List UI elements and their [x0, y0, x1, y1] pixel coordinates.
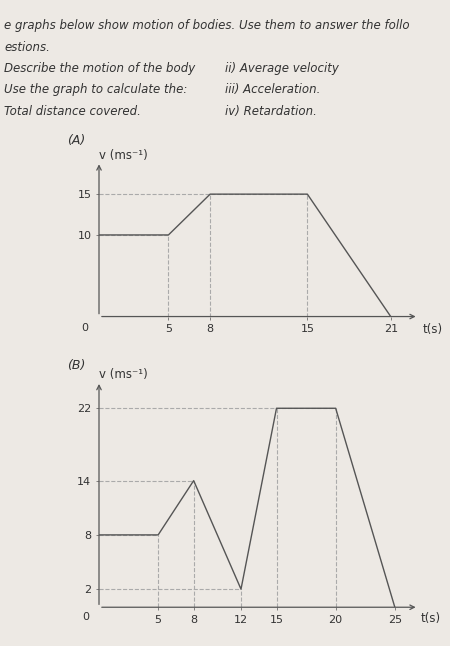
Text: t(s): t(s) — [421, 612, 441, 625]
Text: estions.: estions. — [4, 41, 50, 54]
Text: (A): (A) — [67, 134, 86, 147]
Text: Total distance covered.: Total distance covered. — [4, 105, 141, 118]
Text: iv) Retardation.: iv) Retardation. — [225, 105, 317, 118]
Text: v (ms⁻¹): v (ms⁻¹) — [99, 368, 148, 381]
Text: iii) Acceleration.: iii) Acceleration. — [225, 83, 320, 96]
Text: 0: 0 — [82, 612, 90, 621]
Text: ii) Average velocity: ii) Average velocity — [225, 62, 339, 75]
Text: t(s): t(s) — [423, 323, 443, 336]
Text: Use the graph to calculate the:: Use the graph to calculate the: — [4, 83, 188, 96]
Text: 0: 0 — [81, 323, 88, 333]
Text: (B): (B) — [67, 359, 86, 371]
Text: v (ms⁻¹): v (ms⁻¹) — [99, 149, 148, 162]
Text: Describe the motion of the body: Describe the motion of the body — [4, 62, 196, 75]
Text: e graphs below show motion of bodies. Use them to answer the follo: e graphs below show motion of bodies. Us… — [4, 19, 410, 32]
